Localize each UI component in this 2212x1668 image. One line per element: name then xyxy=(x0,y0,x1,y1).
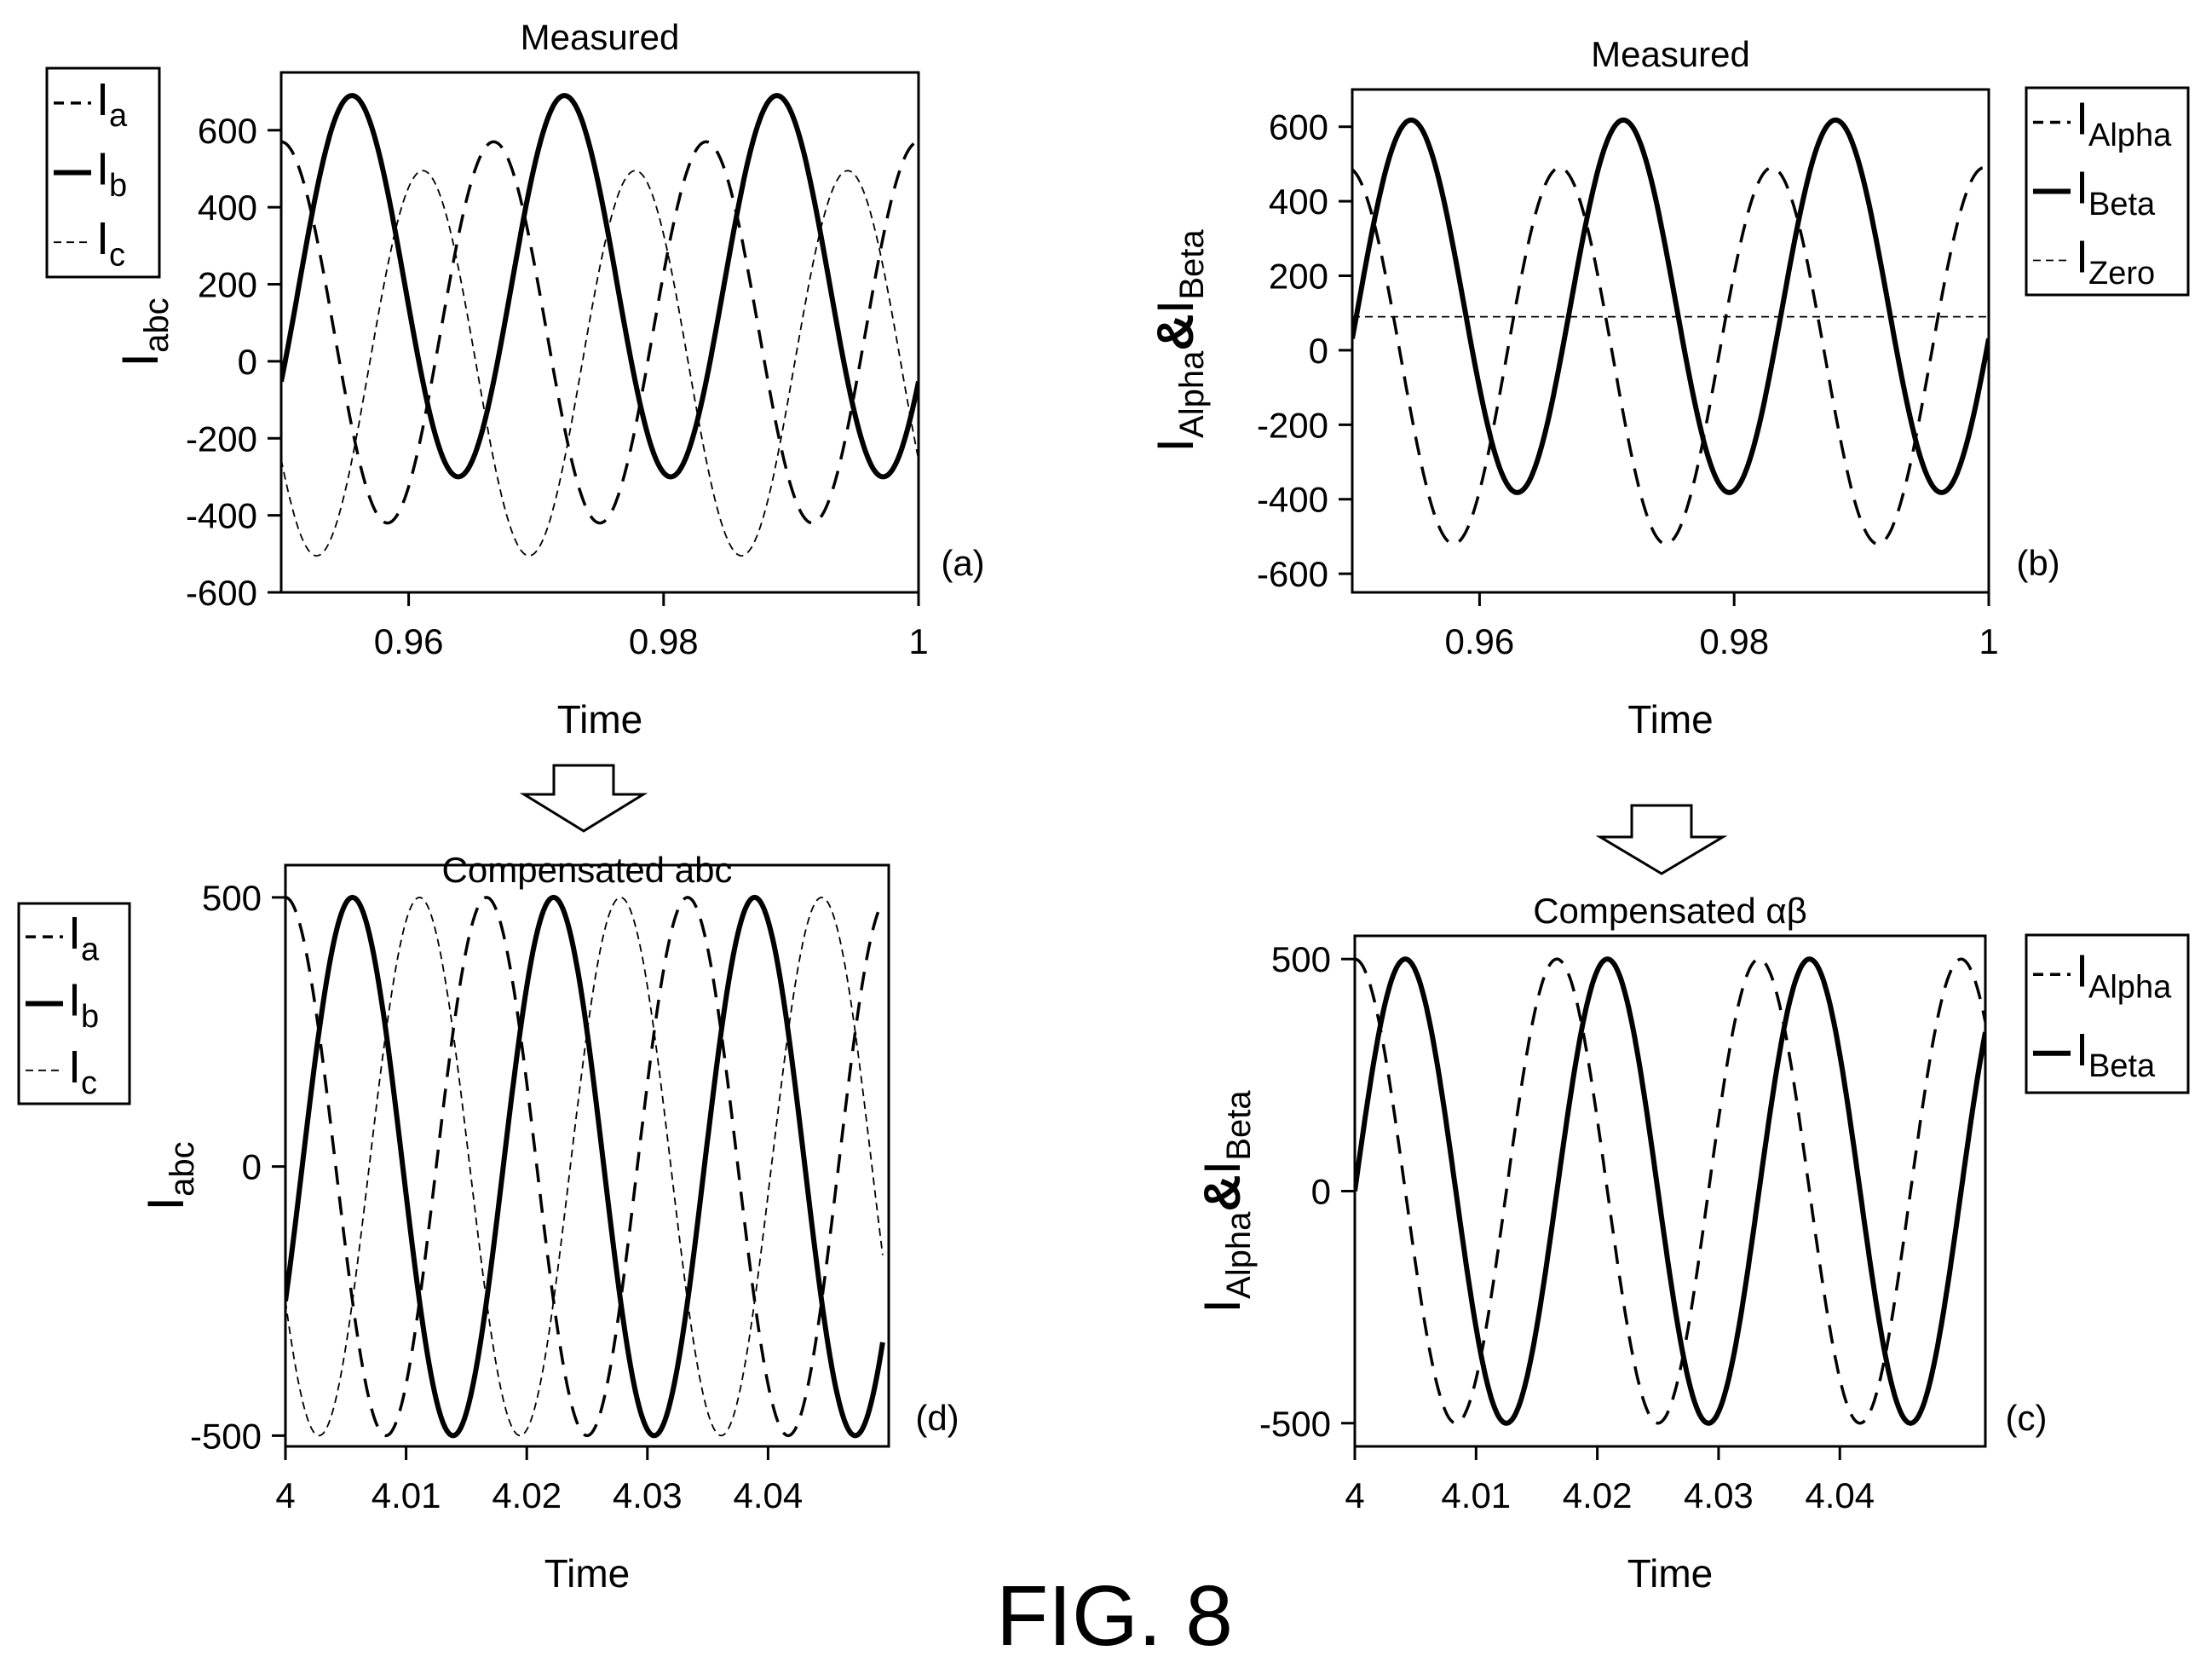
figure-caption: FIG. 8 xyxy=(996,1568,1233,1664)
x-tick-label: 1 xyxy=(908,621,928,661)
y-tick-label: 400 xyxy=(198,188,257,228)
y-tick-label: 0 xyxy=(1311,1172,1331,1212)
chart-panel-b: Measured 0.96 0.98 1 -600 -400 -200 0 200 400 600 T… xyxy=(1147,34,2190,742)
y-tick-label: 600 xyxy=(198,111,257,151)
y-axis-label: IAlpha&IBeta xyxy=(1194,1090,1258,1313)
down-arrow-icon xyxy=(1595,804,1728,875)
legend: IAlpha IBeta IZero xyxy=(2025,86,2190,297)
legend-box xyxy=(2025,933,2190,1094)
y-tick-label: 400 xyxy=(1269,182,1328,222)
legend-label: IAlpha xyxy=(2076,94,2172,153)
plot-frame xyxy=(279,71,920,594)
x-tick-label: 4 xyxy=(1345,1475,1364,1515)
y-tick-label: 0 xyxy=(238,342,257,382)
legend-label: IAlpha xyxy=(2076,945,2172,1005)
y-tick-label: 200 xyxy=(1269,257,1328,297)
x-tick-label: 0.98 xyxy=(1699,621,1769,661)
series-group xyxy=(1355,956,1985,1426)
legend-label: Ic xyxy=(96,213,125,273)
x-tick-label: 4.02 xyxy=(492,1475,562,1515)
series-line-c xyxy=(281,170,919,557)
y-tick-label: 0 xyxy=(1309,331,1328,371)
y-axis-label: Iabc xyxy=(137,1141,201,1210)
chart-title: Compensated αβ xyxy=(1533,891,1807,931)
series-group xyxy=(281,93,919,557)
y-tick-label: -500 xyxy=(1259,1404,1331,1444)
x-tick-label: 4.03 xyxy=(1684,1475,1754,1515)
chart-panel-a: Measured 0.96 0.98 1 -600 -400 -200 0 200 400 600 T… xyxy=(45,17,985,742)
series-line-c xyxy=(285,897,884,1437)
series-line-a xyxy=(285,896,884,1438)
y-tick-label: -600 xyxy=(1257,554,1328,594)
x-tick-label: 0.98 xyxy=(629,621,699,661)
chart-panel-d: Compensated abc 4 4.01 4.02 4.03 4.04 -500 0 500… xyxy=(17,850,959,1596)
legend-label: Ia xyxy=(68,908,100,967)
series-line-a xyxy=(281,140,919,525)
legend-label: Ib xyxy=(68,975,99,1035)
y-tick-label: -200 xyxy=(186,418,257,459)
x-tick-label: 0.96 xyxy=(1445,621,1515,661)
y-tick-label: 500 xyxy=(202,878,262,918)
y-tick-label: -400 xyxy=(186,496,257,536)
y-tick-label: -600 xyxy=(186,573,257,613)
chart-title: Measured xyxy=(521,17,680,57)
x-axis-label: Time xyxy=(557,697,643,742)
y-tick-label: 600 xyxy=(1269,107,1328,147)
series-group xyxy=(285,894,885,1439)
series-line-alpha xyxy=(1355,957,1985,1425)
legend-label: IZero xyxy=(2076,232,2155,291)
x-axis-label: Time xyxy=(544,1551,631,1596)
series-line-b xyxy=(285,894,885,1439)
panel-label: (b) xyxy=(2016,543,2059,583)
series-line-beta xyxy=(1355,956,1985,1426)
x-tick-label: 4.04 xyxy=(1805,1475,1875,1515)
y-tick-label: -400 xyxy=(1257,480,1328,520)
down-arrow-icon xyxy=(519,764,648,833)
transform-arrows xyxy=(519,764,1728,875)
legend-label: Ib xyxy=(96,144,127,204)
x-tick-label: 0.96 xyxy=(374,621,444,661)
y-tick-label: 500 xyxy=(1271,939,1331,979)
legend-label: Ia xyxy=(96,74,128,134)
legend: Ia Ib Ic xyxy=(17,902,131,1105)
legend: IAlpha IBeta xyxy=(2025,933,2190,1094)
legend-label: IBeta xyxy=(2076,163,2156,222)
x-axis-label: Time xyxy=(1627,697,1714,742)
x-tick-label: 4.01 xyxy=(372,1475,441,1515)
legend: Ia Ib Ic xyxy=(45,66,161,279)
y-axis-label: IAlpha&IBeta xyxy=(1147,229,1211,453)
panel-label: (d) xyxy=(915,1398,959,1438)
y-tick-label: -500 xyxy=(190,1416,262,1456)
series-group xyxy=(1352,117,1989,545)
legend-label: Ic xyxy=(68,1042,97,1101)
x-tick-label: 4.03 xyxy=(613,1475,683,1515)
plot-frame xyxy=(284,863,890,1448)
x-tick-label: 4 xyxy=(275,1475,295,1515)
panel-label: (a) xyxy=(941,543,984,583)
chart-panel-c: Compensated αβ 4 4.01 4.02 4.03 4.04 -500 0 500 T… xyxy=(1194,891,2190,1596)
y-tick-label: 0 xyxy=(242,1147,262,1187)
x-tick-label: 4.04 xyxy=(734,1475,804,1515)
y-tick-label: -200 xyxy=(1257,405,1328,445)
series-line-beta xyxy=(1352,117,1989,495)
y-axis-label: Iabc xyxy=(112,297,176,366)
series-line-b xyxy=(281,93,919,480)
panel-label: (c) xyxy=(2006,1398,2048,1438)
x-tick-label: 1 xyxy=(1979,621,1998,661)
x-axis-label: Time xyxy=(1627,1551,1714,1596)
legend-label: IBeta xyxy=(2076,1024,2156,1084)
y-tick-label: 200 xyxy=(198,265,257,305)
chart-title: Compensated abc xyxy=(442,850,733,890)
x-tick-label: 4.02 xyxy=(1563,1475,1633,1515)
chart-title: Measured xyxy=(1591,34,1750,74)
x-tick-label: 4.01 xyxy=(1441,1475,1511,1515)
